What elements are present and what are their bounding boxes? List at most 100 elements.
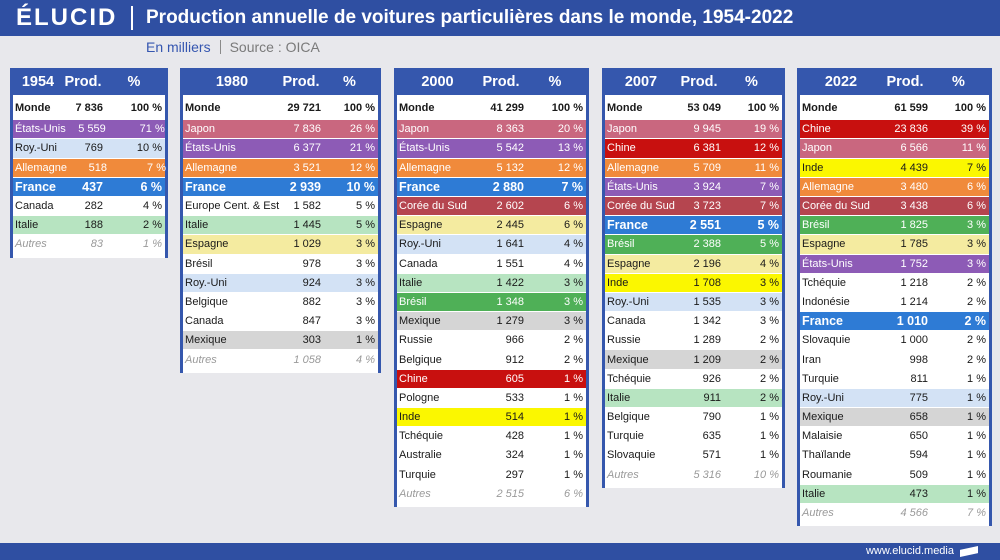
production-value: 811 bbox=[910, 372, 928, 385]
country-row: Inde 1 708 3 % bbox=[605, 273, 782, 292]
country-row: Brésil 978 3 % bbox=[183, 255, 378, 273]
share-value: 10 % bbox=[753, 468, 779, 481]
country-name: Indonésie bbox=[802, 295, 850, 308]
country-row: États-Unis 6 377 21 % bbox=[183, 139, 378, 158]
country-name: Canada bbox=[607, 315, 646, 328]
country-row: Turquie 811 1 % bbox=[800, 370, 989, 388]
country-name: Malaisie bbox=[802, 430, 843, 443]
share-value: 26 % bbox=[349, 123, 375, 136]
production-value: 2 388 bbox=[693, 238, 721, 251]
country-name: Slovaquie bbox=[607, 449, 656, 462]
table-header: 2022 Prod. % bbox=[800, 68, 989, 95]
share-value: 4 % bbox=[564, 238, 583, 251]
share-value: 2 % bbox=[967, 353, 986, 366]
country-row: Espagne 2 445 6 % bbox=[397, 216, 586, 235]
production-value: 1 214 bbox=[900, 295, 928, 308]
share-value: 7 % bbox=[147, 161, 166, 174]
production-header: Prod. bbox=[886, 73, 924, 90]
share-value: 1 % bbox=[564, 468, 583, 481]
country-name: Turquie bbox=[802, 372, 839, 385]
country-row: Slovaquie 1 000 2 % bbox=[800, 331, 989, 349]
country-name: Monde bbox=[607, 102, 643, 114]
share-value: 1 % bbox=[143, 238, 162, 251]
country-row: France 2 880 7 % bbox=[397, 177, 586, 196]
source-label: Source : OICA bbox=[229, 39, 320, 55]
website-link[interactable]: www.elucid.media bbox=[865, 545, 954, 557]
country-name: Belgique bbox=[399, 353, 442, 366]
share-value: 2 % bbox=[760, 391, 779, 404]
production-value: 7 836 bbox=[293, 123, 321, 136]
subtitle-divider bbox=[219, 40, 221, 54]
share-value: 1 % bbox=[967, 468, 986, 481]
share-value: 3 % bbox=[356, 276, 375, 289]
country-name: Brésil bbox=[185, 257, 213, 270]
production-value: 1 289 bbox=[693, 334, 721, 347]
share-value: 71 % bbox=[139, 123, 165, 136]
year-header: 1980 bbox=[215, 73, 249, 90]
country-name: Japon bbox=[802, 142, 832, 155]
production-value: 2 602 bbox=[496, 200, 524, 213]
share-value: 5 % bbox=[356, 219, 375, 232]
production-header: Prod. bbox=[282, 73, 320, 90]
country-row: France 2 551 5 % bbox=[605, 216, 782, 235]
others-row: Autres 83 1 % bbox=[13, 235, 165, 253]
share-value: 21 % bbox=[349, 142, 375, 155]
production-value: 8 363 bbox=[496, 123, 524, 136]
country-row: Italie 1 445 5 % bbox=[183, 216, 378, 235]
share-header: % bbox=[745, 73, 758, 90]
country-row: Turquie 635 1 % bbox=[605, 427, 782, 445]
country-name: Iran bbox=[802, 353, 821, 366]
country-row: Tchéquie 1 218 2 % bbox=[800, 274, 989, 292]
country-row: Canada 1 342 3 % bbox=[605, 312, 782, 330]
country-name: Corée du Sud bbox=[399, 200, 467, 213]
country-row: Turquie 297 1 % bbox=[397, 466, 586, 484]
production-value: 635 bbox=[702, 430, 721, 443]
country-name: Roy.-Uni bbox=[15, 142, 57, 155]
share-header: % bbox=[548, 73, 562, 90]
production-value: 605 bbox=[505, 372, 524, 385]
share-value: 13 % bbox=[557, 142, 583, 155]
country-row: Canada 847 3 % bbox=[183, 312, 378, 330]
country-name: Mexique bbox=[185, 334, 227, 347]
production-value: 571 bbox=[702, 449, 721, 462]
country-name: Japon bbox=[607, 123, 637, 136]
country-name: Canada bbox=[185, 315, 224, 328]
country-row: Brésil 1 348 3 % bbox=[397, 292, 586, 312]
country-name: Roy.-Uni bbox=[802, 391, 844, 404]
unit-label: En milliers bbox=[146, 39, 211, 55]
country-name: Autres bbox=[607, 468, 639, 481]
country-row: Tchéquie 926 2 % bbox=[605, 370, 782, 388]
production-value: 5 709 bbox=[693, 161, 721, 174]
country-row: Italie 188 2 % bbox=[13, 216, 165, 235]
production-value: 1 551 bbox=[496, 257, 524, 270]
country-row: Malaisie 650 1 % bbox=[800, 427, 989, 445]
country-row: Mexique 658 1 % bbox=[800, 408, 989, 427]
country-name: Espagne bbox=[802, 238, 846, 251]
production-value: 282 bbox=[84, 200, 103, 213]
elucid-logo[interactable]: ÉLUCID bbox=[16, 4, 118, 31]
country-name: Europe Cent. & Est bbox=[185, 200, 280, 213]
share-value: 6 % bbox=[564, 487, 583, 500]
country-row: Mexique 1 279 3 % bbox=[397, 312, 586, 331]
production-value: 1 010 bbox=[896, 314, 928, 329]
share-value: 2 % bbox=[760, 372, 779, 385]
share-value: 2 % bbox=[964, 314, 986, 329]
share-value: 2 % bbox=[967, 276, 986, 289]
production-value: 428 bbox=[505, 430, 524, 443]
production-value: 3 480 bbox=[900, 180, 928, 193]
production-header: Prod. bbox=[64, 73, 102, 90]
country-name: Autres bbox=[802, 507, 834, 520]
total-row: Monde 61 599 100 % bbox=[800, 98, 989, 118]
country-row: Russie 1 289 2 % bbox=[605, 331, 782, 349]
share-value: 20 % bbox=[557, 123, 583, 136]
share-value: 2 % bbox=[564, 353, 583, 366]
production-value: 790 bbox=[702, 411, 721, 424]
share-value: 1 % bbox=[564, 391, 583, 404]
production-value: 518 bbox=[88, 161, 107, 174]
share-value: 4 % bbox=[143, 200, 162, 213]
share-value: 1 % bbox=[564, 411, 583, 424]
share-value: 39 % bbox=[960, 123, 986, 136]
production-value: 1 785 bbox=[900, 238, 928, 251]
country-name: États-Unis bbox=[607, 180, 658, 193]
others-row: Autres 2 515 6 % bbox=[397, 485, 586, 503]
